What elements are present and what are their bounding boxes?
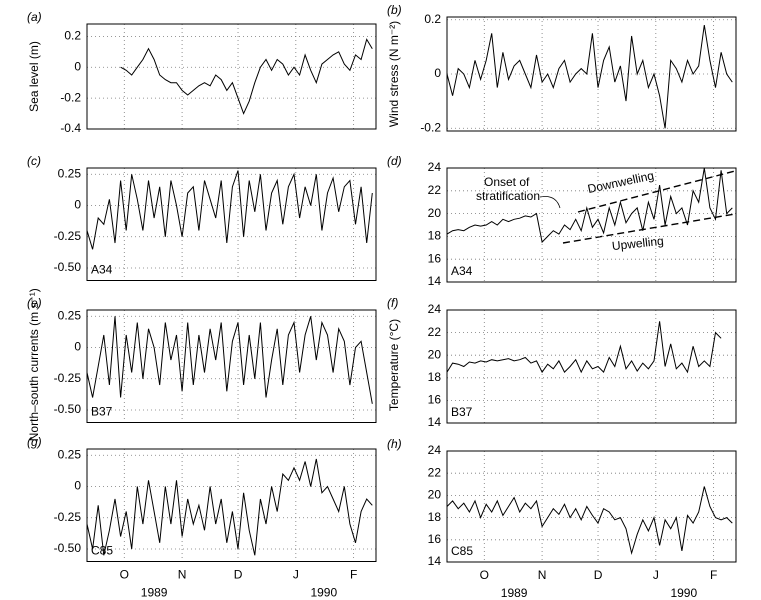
annotation: Downwelling — [586, 168, 655, 196]
y-tick-label: 14 — [428, 415, 442, 429]
x-tick-label: N — [538, 568, 547, 582]
y-tick-label: 0 — [74, 198, 81, 212]
series-line — [446, 167, 733, 244]
x-tick-label: O — [480, 568, 489, 582]
station-label: B37 — [91, 405, 113, 419]
x-tick-label: N — [178, 568, 187, 582]
plot-frame — [86, 448, 377, 562]
y-tick-label: 16 — [428, 532, 442, 546]
x-tick-label: J — [653, 568, 659, 582]
series-line — [446, 25, 733, 129]
x-tick-label: D — [234, 568, 243, 582]
y-tick-label: -0.25 — [54, 510, 82, 524]
station-label: A34 — [91, 263, 113, 277]
plot-frame — [86, 23, 377, 130]
y-tick-label: 14 — [428, 274, 442, 288]
y-tick-label: 18 — [428, 229, 442, 243]
series-line — [86, 458, 373, 556]
series-line — [120, 38, 373, 115]
y-axis-label: Wind stress (N m⁻²) — [387, 21, 401, 127]
upwelling-trend — [562, 213, 736, 244]
series-line — [446, 486, 733, 556]
station-label: C85 — [91, 544, 113, 558]
series-line — [86, 170, 373, 250]
y-tick-label: 0 — [74, 479, 81, 493]
y-tick-label: -0.2 — [420, 120, 441, 134]
y-tick-label: 16 — [428, 393, 442, 407]
plot-frame — [86, 309, 377, 423]
y-tick-label: -0.25 — [54, 229, 82, 243]
y-tick-label: 22 — [428, 325, 442, 339]
x-tick-label: J — [293, 568, 299, 582]
plot-frame — [446, 309, 737, 424]
y-tick-label: 20 — [428, 347, 442, 361]
y-tick-label: 16 — [428, 251, 442, 265]
x-tick-label: O — [120, 568, 129, 582]
panel-label: (b) — [387, 3, 402, 17]
y-tick-label: 0 — [74, 340, 81, 354]
x-tick-label: D — [594, 568, 603, 582]
y-tick-label: 20 — [428, 488, 442, 502]
year-label: 1989 — [501, 586, 528, 600]
y-tick-label: 24 — [428, 302, 442, 316]
onset-arrow — [539, 196, 561, 209]
year-label: 1989 — [141, 586, 168, 600]
y-axis-label: Temperature (°C) — [387, 319, 401, 411]
y-tick-label: -0.25 — [54, 371, 82, 385]
y-tick-label: -0.2 — [60, 90, 81, 104]
y-tick-label: 24 — [428, 160, 442, 174]
y-tick-label: -0.50 — [54, 541, 82, 555]
panel-label: (h) — [387, 437, 402, 451]
y-tick-label: -0.50 — [54, 402, 82, 416]
y-tick-label: 14 — [428, 554, 442, 568]
panel-label: (c) — [27, 154, 41, 168]
y-tick-label: 0.25 — [58, 308, 82, 322]
y-tick-label: 0.25 — [58, 166, 82, 180]
plot-frame — [86, 167, 377, 281]
panel-label: (a) — [27, 10, 42, 24]
y-tick-label: 0 — [434, 66, 441, 80]
panel-label: (f) — [387, 296, 398, 310]
annotation: stratification — [476, 189, 540, 203]
y-tick-label: 0.2 — [424, 12, 441, 26]
y-tick-label: 22 — [428, 183, 442, 197]
annotation-shapes — [539, 170, 736, 244]
plot-frame — [446, 450, 737, 563]
y-tick-label: 22 — [428, 465, 442, 479]
station-label: A34 — [451, 264, 473, 278]
y-axis-label: Sea level (m) — [27, 41, 41, 112]
x-tick-label: F — [710, 568, 717, 582]
y-tick-label: 18 — [428, 510, 442, 524]
station-label: C85 — [451, 544, 473, 558]
series-line — [446, 321, 722, 374]
y-tick-label: -0.4 — [60, 121, 81, 135]
y-tick-label: 0.25 — [58, 447, 82, 461]
y-tick-label: 24 — [428, 443, 442, 457]
panel-label: (e) — [27, 296, 42, 310]
annotation: Onset of — [484, 175, 530, 189]
y-tick-label: 0 — [74, 59, 81, 73]
plot-frame — [446, 167, 737, 283]
year-label: 1990 — [310, 586, 337, 600]
y-tick-label: -0.50 — [54, 260, 82, 274]
x-tick-label: F — [350, 568, 357, 582]
downwelling-trend — [577, 170, 736, 213]
y-axis-label: North–south currents (m s⁻¹) — [27, 288, 41, 441]
panel-label: (d) — [387, 154, 402, 168]
y-tick-label: 0.2 — [64, 29, 81, 43]
y-tick-label: 20 — [428, 206, 442, 220]
panel-label: (g) — [27, 435, 42, 449]
y-tick-label: 18 — [428, 370, 442, 384]
year-label: 1990 — [670, 586, 697, 600]
station-label: B37 — [451, 405, 473, 419]
series-line — [86, 316, 373, 404]
annotation: Upwelling — [611, 234, 664, 253]
